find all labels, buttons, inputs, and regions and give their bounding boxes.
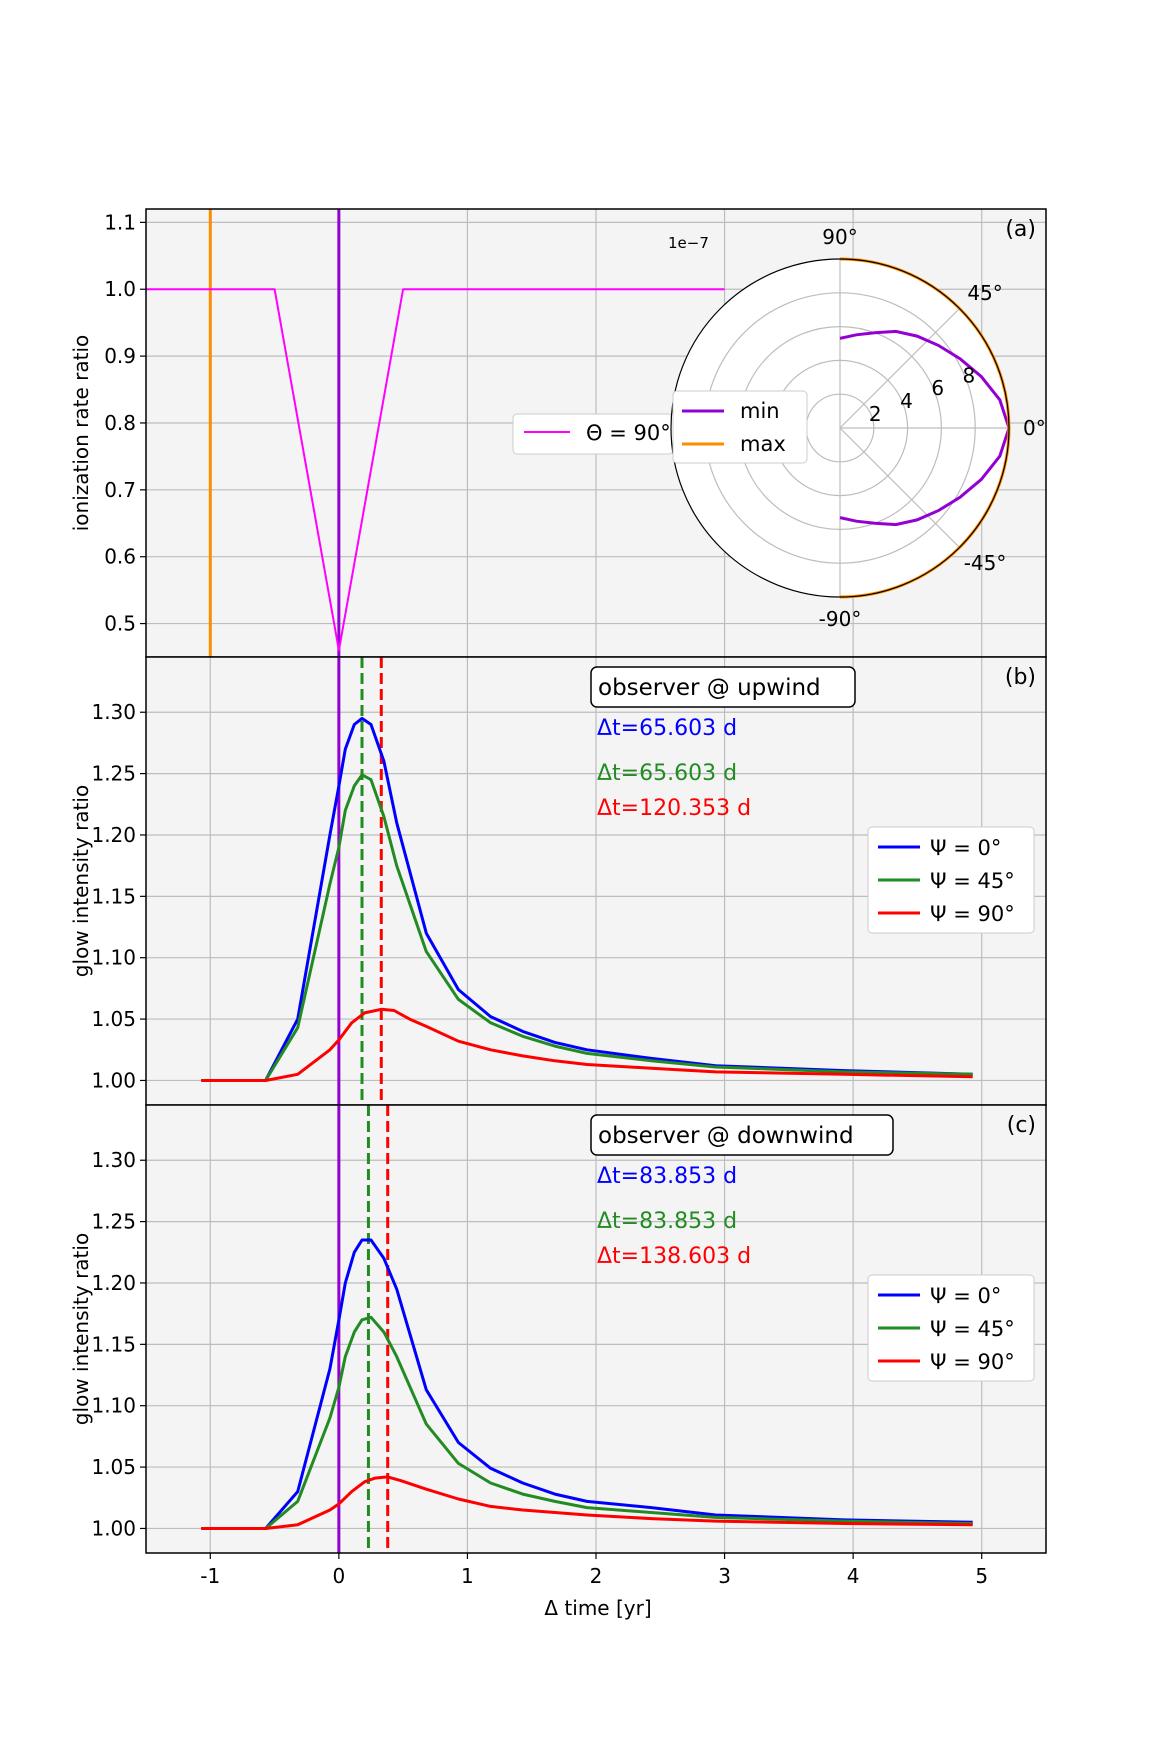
legend: Θ = 90° [512, 413, 674, 455]
y-axis-label: ionization rate ratio [69, 335, 93, 532]
series-group [201, 1238, 973, 1530]
delta-t-annotation: Δt=83.853 d [597, 1164, 737, 1189]
legend-label: Ψ = 90° [930, 1350, 1015, 1374]
y-tick-label: 0.9 [104, 344, 136, 368]
y-tick-label: 1.25 [91, 762, 136, 786]
y-tick-label: 1.20 [91, 1271, 136, 1295]
observer-title: observer @ upwind [590, 666, 856, 708]
panel-label: (b) [1005, 665, 1036, 690]
y-tick-label: 1.10 [91, 1394, 136, 1418]
y-tick-label: 1.15 [91, 884, 136, 908]
x-tick-label: 3 [718, 1564, 731, 1588]
title-box [590, 666, 856, 708]
panel-c: 1.00 1.05 1.10 1.15 1.20 1.25 1.30 glow intensi… [69, 1104, 1047, 1554]
y-tick-label: 1.00 [91, 1068, 136, 1092]
legend-frame [867, 1274, 1035, 1382]
y-tick-label: 0.5 [104, 612, 136, 636]
legend-label: Ψ = 90° [930, 902, 1015, 926]
panel-a: 0.5 0.6 0.7 0.8 0.9 1.0 1.1 ionization rate rat… [69, 208, 1047, 658]
y-tick-label: 0.7 [104, 478, 136, 502]
x-tick-label: 5 [975, 1564, 988, 1588]
x-axis: -1 0 1 2 3 4 5 Δ time [yr] [200, 1553, 988, 1620]
x-tick-label: 4 [847, 1564, 860, 1588]
legend: Ψ = 0° Ψ = 45° Ψ = 90° [867, 826, 1035, 934]
y-tick-label: 1.30 [91, 1148, 136, 1172]
delta-t-annotation: Δt=138.603 d [597, 1244, 751, 1269]
series-line [201, 716, 973, 1082]
delta-t-annotation: Δt=120.353 d [597, 796, 751, 821]
series-group [201, 716, 973, 1082]
y-tick-label: 1.25 [91, 1210, 136, 1234]
y-tick-label: 1.10 [91, 946, 136, 970]
y-tick-label: 0.8 [104, 411, 136, 435]
polar-theta-tick-label: -45° [964, 551, 1007, 575]
legend-label: Ψ = 45° [930, 869, 1015, 893]
y-axis-label: glow intensity ratio [69, 785, 93, 977]
x-axis-label: Δ time [yr] [544, 1596, 651, 1620]
y-tick-label: 1.15 [91, 1332, 136, 1356]
polar-theta-gridline [839, 427, 960, 548]
legend-frame [867, 826, 1035, 934]
observer-title: observer @ downwind [590, 1114, 894, 1156]
x-tick-label: 2 [590, 1564, 603, 1588]
x-tick-label: -1 [200, 1564, 220, 1588]
series-line [146, 288, 725, 652]
polar-frame [670, 258, 1010, 598]
y-tick-label: 0.6 [104, 545, 136, 569]
legend-label: Θ = 90° [586, 421, 671, 445]
title-text: observer @ upwind [598, 675, 821, 701]
y-tick-label: 1.30 [91, 700, 136, 724]
legend-label: min [740, 399, 780, 423]
legend-label: Ψ = 45° [930, 1317, 1015, 1341]
series-line [201, 773, 973, 1082]
polar-scale-label: 1e−7 [668, 234, 709, 252]
y-tick-label: 1.0 [104, 277, 136, 301]
delta-t-annotation: Δt=65.603 d [597, 716, 737, 741]
delta-t-annotation: Δt=83.853 d [597, 1209, 737, 1234]
x-tick-label: 1 [461, 1564, 474, 1588]
x-tick-label: 0 [332, 1564, 345, 1588]
y-tick-label: 1.20 [91, 823, 136, 847]
polar-theta-tick-label: 0° [1023, 416, 1046, 440]
polar-theta-gridline [839, 308, 960, 429]
y-axis-label: glow intensity ratio [69, 1233, 93, 1425]
polar-r-tick-label: 6 [931, 376, 944, 400]
panel-b: 1.00 1.05 1.10 1.15 1.20 1.25 1.30 glow intensi… [69, 656, 1047, 1106]
polar-r-tick-label: 4 [900, 389, 913, 413]
series-line [201, 1475, 973, 1530]
series-line [201, 1238, 973, 1530]
legend: Ψ = 0° Ψ = 45° Ψ = 90° [867, 1274, 1035, 1382]
polar-theta-tick-label: -90° [819, 607, 862, 631]
y-tick-label: 1.1 [104, 210, 136, 234]
legend-label: Ψ = 0° [930, 1284, 1001, 1308]
polar-theta-tick-label: 90° [822, 225, 857, 249]
polar-r-tick-label: 8 [963, 363, 976, 387]
y-tick-label: 1.00 [91, 1516, 136, 1540]
title-text: observer @ downwind [598, 1123, 854, 1149]
legend-label: Ψ = 0° [930, 836, 1001, 860]
polar-theta-tick-label: 45° [967, 281, 1002, 305]
panel-label: (c) [1007, 1113, 1036, 1138]
series-line [201, 1315, 973, 1530]
y-tick-label: 1.05 [91, 1007, 136, 1031]
polar-r-tick-label: 2 [869, 402, 882, 426]
panel-label: (a) [1005, 217, 1036, 242]
title-box [590, 1114, 894, 1156]
series-line [201, 1007, 973, 1082]
delta-t-annotation: Δt=65.603 d [597, 761, 737, 786]
y-tick-label: 1.05 [91, 1455, 136, 1479]
series-group [146, 288, 725, 652]
polar-legend: min max [672, 390, 808, 464]
legend-label: max [740, 432, 786, 456]
